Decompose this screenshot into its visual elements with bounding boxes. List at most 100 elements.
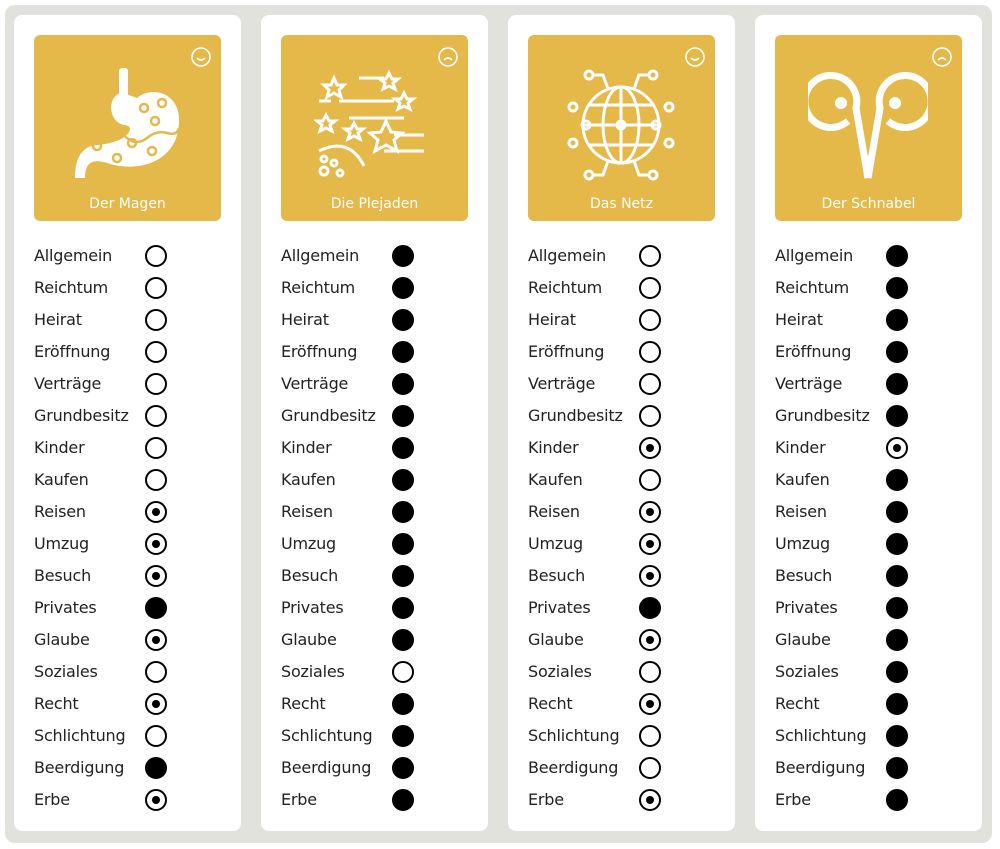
status-circle-f[interactable]	[886, 597, 908, 619]
category-label: Kaufen	[34, 470, 89, 489]
status-circle-f[interactable]	[392, 789, 414, 811]
category-label: Recht	[528, 694, 573, 713]
status-circle-f[interactable]	[886, 309, 908, 331]
category-label: Schlichtung	[775, 726, 867, 745]
status-circle-e[interactable]	[145, 437, 167, 459]
status-circle-d[interactable]	[639, 437, 661, 459]
status-circle-f[interactable]	[886, 405, 908, 427]
status-circle-e[interactable]	[639, 341, 661, 363]
status-circle-e[interactable]	[145, 277, 167, 299]
card-header-tile[interactable]: Der Schnabel	[775, 35, 962, 221]
card-header-tile[interactable]: Das Netz	[528, 35, 715, 221]
status-circle-e[interactable]	[392, 661, 414, 683]
category-row: Allgemein	[281, 244, 471, 276]
status-circle-d[interactable]	[639, 501, 661, 523]
status-circle-f[interactable]	[886, 341, 908, 363]
category-label: Grundbesitz	[34, 406, 129, 425]
category-label: Grundbesitz	[281, 406, 376, 425]
status-circle-e[interactable]	[145, 341, 167, 363]
status-circle-f[interactable]	[392, 341, 414, 363]
status-circle-e[interactable]	[639, 661, 661, 683]
category-row: Erbe	[34, 788, 224, 820]
status-circle-e[interactable]	[145, 661, 167, 683]
status-circle-f[interactable]	[886, 565, 908, 587]
card-header-tile[interactable]: Der Magen	[34, 35, 221, 221]
status-circle-e[interactable]	[145, 405, 167, 427]
status-circle-e[interactable]	[639, 469, 661, 491]
status-circle-e[interactable]	[639, 757, 661, 779]
status-circle-e[interactable]	[639, 309, 661, 331]
status-circle-e[interactable]	[639, 245, 661, 267]
category-label: Eröffnung	[528, 342, 605, 361]
status-circle-f[interactable]	[886, 373, 908, 395]
status-circle-d[interactable]	[145, 565, 167, 587]
status-circle-d[interactable]	[639, 629, 661, 651]
status-circle-e[interactable]	[639, 405, 661, 427]
status-circle-f[interactable]	[392, 405, 414, 427]
category-row: Erbe	[775, 788, 965, 820]
status-circle-f[interactable]	[392, 725, 414, 747]
status-circle-f[interactable]	[886, 757, 908, 779]
category-label: Reisen	[34, 502, 86, 521]
status-circle-d[interactable]	[639, 565, 661, 587]
status-circle-f[interactable]	[886, 501, 908, 523]
status-circle-f[interactable]	[886, 693, 908, 715]
category-label: Allgemein	[528, 246, 607, 265]
status-circle-f[interactable]	[886, 277, 908, 299]
status-circle-f[interactable]	[886, 661, 908, 683]
status-circle-d[interactable]	[145, 501, 167, 523]
category-row: Beerdigung	[34, 756, 224, 788]
status-circle-e[interactable]	[145, 373, 167, 395]
category-row: Reisen	[775, 500, 965, 532]
category-row: Beerdigung	[528, 756, 718, 788]
status-circle-f[interactable]	[886, 789, 908, 811]
status-circle-f[interactable]	[392, 597, 414, 619]
status-circle-f[interactable]	[886, 725, 908, 747]
status-circle-d[interactable]	[145, 693, 167, 715]
category-label: Verträge	[34, 374, 102, 393]
status-circle-d[interactable]	[145, 629, 167, 651]
status-circle-e[interactable]	[145, 309, 167, 331]
status-circle-f[interactable]	[392, 245, 414, 267]
category-label: Erbe	[775, 790, 811, 809]
category-row: Besuch	[34, 564, 224, 596]
status-circle-f[interactable]	[392, 693, 414, 715]
category-label: Verträge	[281, 374, 349, 393]
category-label: Schlichtung	[528, 726, 620, 745]
status-circle-f[interactable]	[392, 629, 414, 651]
status-circle-f[interactable]	[886, 245, 908, 267]
category-label: Glaube	[34, 630, 90, 649]
status-circle-e[interactable]	[639, 725, 661, 747]
status-circle-e[interactable]	[145, 469, 167, 491]
status-circle-d[interactable]	[886, 437, 908, 459]
status-circle-f[interactable]	[145, 597, 167, 619]
status-circle-f[interactable]	[392, 533, 414, 555]
status-circle-f[interactable]	[886, 629, 908, 651]
status-circle-d[interactable]	[639, 533, 661, 555]
status-circle-d[interactable]	[639, 693, 661, 715]
status-circle-f[interactable]	[392, 757, 414, 779]
status-circle-f[interactable]	[886, 533, 908, 555]
status-circle-e[interactable]	[145, 725, 167, 747]
status-circle-d[interactable]	[639, 789, 661, 811]
status-circle-e[interactable]	[145, 245, 167, 267]
status-circle-f[interactable]	[392, 373, 414, 395]
category-label: Privates	[528, 598, 591, 617]
status-circle-f[interactable]	[392, 565, 414, 587]
card-title: Der Schnabel	[821, 196, 916, 212]
status-circle-f[interactable]	[392, 469, 414, 491]
status-circle-f[interactable]	[392, 277, 414, 299]
status-circle-e[interactable]	[639, 373, 661, 395]
status-circle-f[interactable]	[639, 597, 661, 619]
status-circle-f[interactable]	[145, 757, 167, 779]
category-label: Schlichtung	[281, 726, 373, 745]
status-circle-d[interactable]	[145, 789, 167, 811]
status-circle-e[interactable]	[639, 277, 661, 299]
status-circle-d[interactable]	[145, 533, 167, 555]
status-circle-f[interactable]	[392, 309, 414, 331]
status-circle-f[interactable]	[886, 469, 908, 491]
category-row: Verträge	[281, 372, 471, 404]
card-header-tile[interactable]: Die Plejaden	[281, 35, 468, 221]
status-circle-f[interactable]	[392, 437, 414, 459]
status-circle-f[interactable]	[392, 501, 414, 523]
